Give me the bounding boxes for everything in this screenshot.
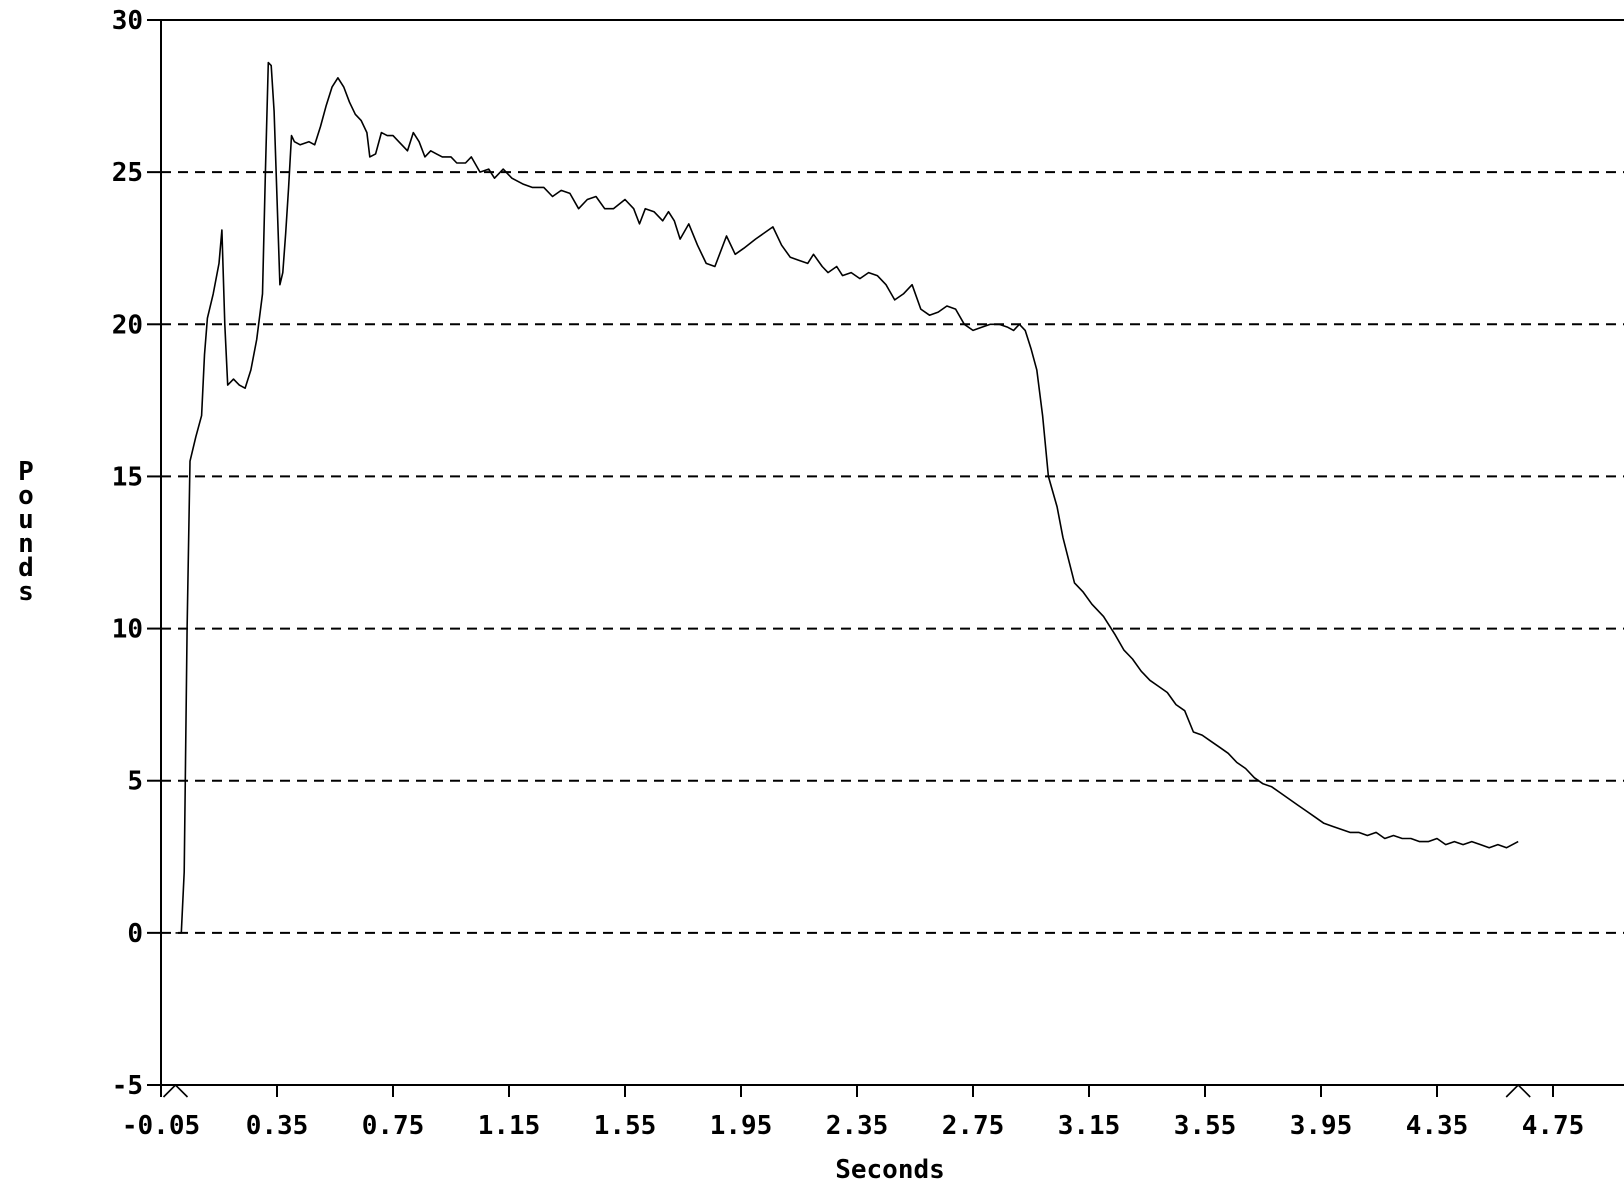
x-tick-label-6: 2.35 — [826, 1111, 889, 1141]
x-tick-label-8: 3.15 — [1058, 1111, 1121, 1141]
x-tick-label-12: 4.75 — [1522, 1111, 1585, 1141]
x-tick-label-0: -0.05 — [122, 1111, 200, 1141]
x-tick-label-4: 1.55 — [594, 1111, 657, 1141]
x-tick-label-7: 2.75 — [942, 1111, 1005, 1141]
y-tick-label-2: 5 — [127, 767, 143, 797]
x-tick-label-1: 0.35 — [246, 1111, 309, 1141]
y-tick-label-3: 10 — [112, 615, 143, 645]
y-tick-label-1: 0 — [127, 919, 143, 949]
x-tick-label-2: 0.75 — [362, 1111, 425, 1141]
x-tick-label-11: 4.35 — [1406, 1111, 1469, 1141]
x-marker-1 — [1505, 1083, 1531, 1098]
y-tick-label-4: 15 — [112, 462, 143, 492]
x-markers — [162, 1083, 1531, 1098]
axes — [160, 19, 1624, 1086]
x-tick-label-5: 1.95 — [710, 1111, 773, 1141]
y-tick-labels: -5 0 5 10 15 20 25 30 — [112, 6, 161, 1101]
x-tick-label-9: 3.55 — [1174, 1111, 1237, 1141]
x-axis-title: Seconds — [835, 1155, 945, 1183]
y-tick-label-7: 30 — [112, 6, 143, 36]
series-line-pounds — [175, 61, 1519, 934]
gridlines — [161, 171, 1624, 934]
y-tick-label-0: -5 — [112, 1071, 143, 1101]
x-tick-label-3: 1.15 — [478, 1111, 541, 1141]
y-tick-label-5: 20 — [112, 310, 143, 340]
x-tick-label-10: 3.95 — [1290, 1111, 1353, 1141]
x-marker-0 — [162, 1083, 189, 1098]
y-tick-label-6: 25 — [112, 158, 143, 188]
x-tick-labels: -0.05 0.35 0.75 1.15 1.55 1.95 2.35 2.75 3.15 3.5… — [122, 1085, 1584, 1141]
